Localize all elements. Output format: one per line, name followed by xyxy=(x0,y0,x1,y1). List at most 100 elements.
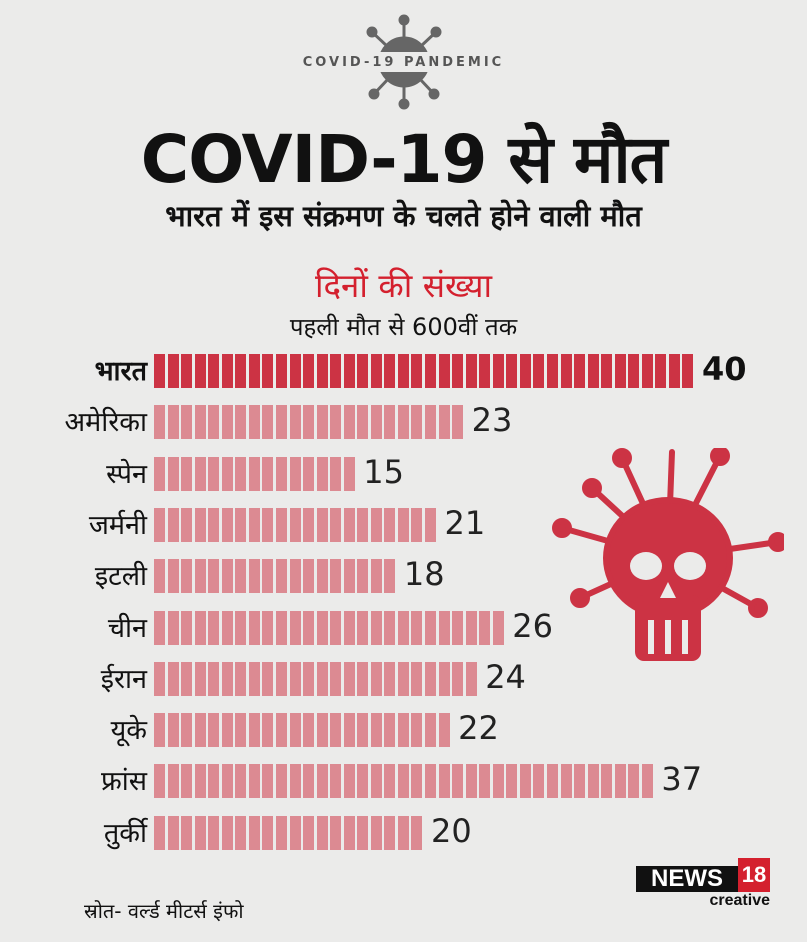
bar-segment xyxy=(181,405,193,440)
bar-segment xyxy=(330,661,342,696)
bar-segment xyxy=(248,405,260,440)
bar-segment xyxy=(370,610,382,645)
bar-segment xyxy=(465,661,477,696)
bar-segment xyxy=(330,764,342,799)
bar-segment xyxy=(235,559,247,594)
bar-segment xyxy=(425,507,437,542)
value-label: 21 xyxy=(444,503,486,542)
bar-segment xyxy=(384,815,396,850)
bar-segment xyxy=(330,610,342,645)
bar-segment xyxy=(194,713,206,748)
bar-segment xyxy=(303,610,315,645)
category-label: भारत xyxy=(94,356,147,387)
bar-segment xyxy=(343,713,355,748)
bar-segment xyxy=(208,713,220,748)
bar-segment xyxy=(628,764,640,799)
bar-segment xyxy=(492,764,504,799)
bar-segment xyxy=(235,815,247,850)
bar-segment xyxy=(411,661,423,696)
bar-segment xyxy=(397,507,409,542)
bar-segment xyxy=(248,456,260,491)
bar-segment xyxy=(682,354,694,388)
bar-segment xyxy=(262,507,274,542)
bar-segment xyxy=(370,507,382,542)
bar-segment xyxy=(167,456,179,491)
bar-segment xyxy=(411,405,423,440)
bar-segment xyxy=(397,354,409,388)
bar-segment xyxy=(289,764,301,799)
bar-segment xyxy=(397,713,409,748)
bar-segment xyxy=(154,815,166,850)
bar-segment xyxy=(357,764,369,799)
bar-segment xyxy=(154,456,166,491)
bar-segment xyxy=(411,713,423,748)
bar-segment xyxy=(330,815,342,850)
bar-segment xyxy=(614,764,626,799)
category-label: यूके xyxy=(110,715,147,747)
bar-segment xyxy=(221,456,233,491)
value-label: 22 xyxy=(458,709,499,748)
bar-segment xyxy=(248,713,260,748)
bar-segment xyxy=(289,815,301,850)
bar-segment xyxy=(208,507,220,542)
bar-segment xyxy=(384,405,396,440)
bar-segment xyxy=(438,405,450,440)
bar-segment xyxy=(167,610,179,645)
news18-logo: NEWS 18 creative xyxy=(636,858,772,912)
bar-segment xyxy=(438,354,450,388)
bar-segment xyxy=(357,405,369,440)
source-note: स्रोत- वर्ल्ड मीटर्स इंफो xyxy=(84,899,244,923)
bar-segment xyxy=(221,354,233,388)
value-label: 26 xyxy=(512,606,554,645)
bar-segment xyxy=(181,559,193,594)
bar-segment xyxy=(167,764,179,799)
value-label: 23 xyxy=(471,401,513,440)
bar-segment xyxy=(438,713,450,748)
bar-segment xyxy=(425,354,437,388)
bar-segment xyxy=(397,661,409,696)
bar-segment xyxy=(438,661,450,696)
bar-segment xyxy=(668,354,680,388)
bar-segment xyxy=(343,815,355,850)
bar-segment xyxy=(221,764,233,799)
bar-segment xyxy=(641,764,653,799)
bar-segment xyxy=(492,354,504,388)
category-label: फ्रांस xyxy=(100,766,147,798)
bar-segment xyxy=(384,610,396,645)
bar-segment xyxy=(248,354,260,388)
bar-segment xyxy=(275,456,287,491)
bar-segment xyxy=(303,405,315,440)
bar-segment xyxy=(303,456,315,491)
bar-segment xyxy=(343,405,355,440)
bar-segment xyxy=(275,815,287,850)
bar-segment xyxy=(167,661,179,696)
bar-segment xyxy=(289,661,301,696)
bar-segment xyxy=(194,559,206,594)
bar-segment xyxy=(221,405,233,440)
bar-segment xyxy=(546,354,558,388)
bar-segment xyxy=(574,764,586,799)
bar-segment xyxy=(384,354,396,388)
bar-segment xyxy=(303,713,315,748)
bar-segment xyxy=(357,354,369,388)
bar-segment xyxy=(248,661,260,696)
main-title: COVID-19 से मौत xyxy=(140,121,667,198)
bar-segment xyxy=(384,507,396,542)
bar-segment xyxy=(181,354,193,388)
bar-segment xyxy=(248,764,260,799)
bar-segment xyxy=(411,815,423,850)
bar-segment xyxy=(465,610,477,645)
bar-segment xyxy=(411,764,423,799)
bar-segment xyxy=(194,610,206,645)
bar-segment xyxy=(262,456,274,491)
bar-segment xyxy=(560,354,572,388)
bar-segment xyxy=(154,354,166,388)
bar-segment xyxy=(316,559,328,594)
bar-segment xyxy=(655,354,667,388)
bar-segment xyxy=(167,713,179,748)
bar-segment xyxy=(316,610,328,645)
bar-segment xyxy=(533,764,545,799)
bar-segment xyxy=(357,815,369,850)
bar-segment xyxy=(370,815,382,850)
bar-segment xyxy=(194,815,206,850)
